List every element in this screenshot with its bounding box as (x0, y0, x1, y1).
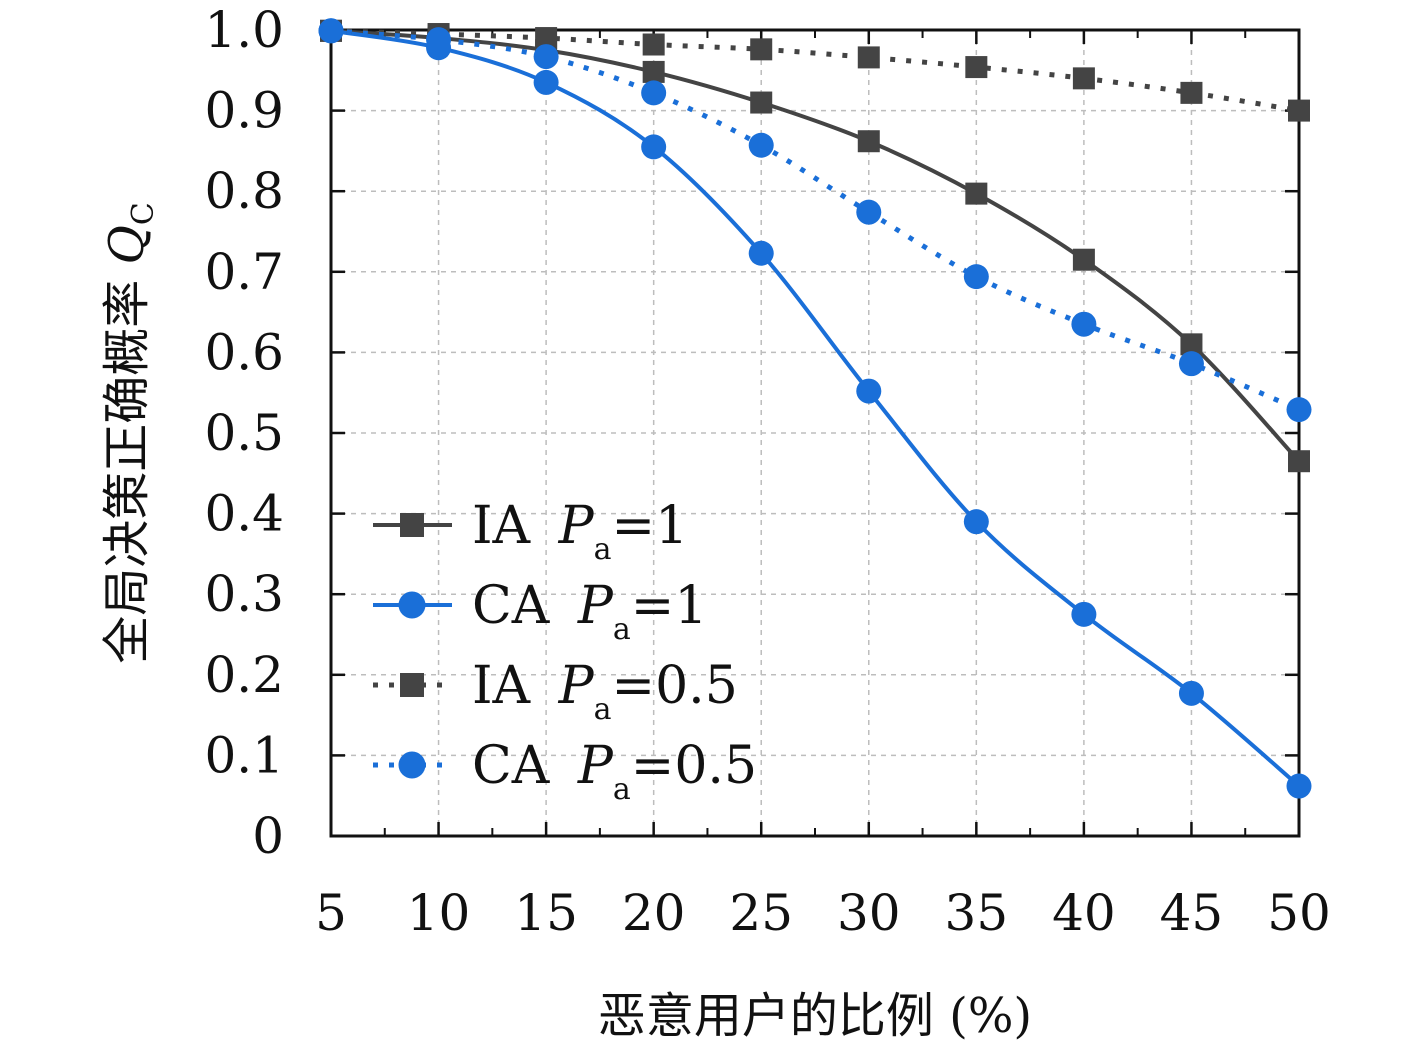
data-point (642, 60, 665, 83)
legend-item-3: IA Pa=0.5 (373, 656, 738, 727)
x-tick-label: 10 (407, 884, 471, 942)
y-tick-label: 0.1 (204, 726, 284, 784)
legend: IA Pa=1 CA Pa=1 IA Pa=0.5 CA Pa=0.5 (373, 496, 757, 807)
x-tick-label: 20 (622, 884, 686, 942)
data-point (426, 27, 452, 53)
data-point (1286, 773, 1312, 799)
data-point (533, 44, 559, 70)
x-tick-label: 30 (837, 884, 901, 942)
y-tick-label: 0 (252, 807, 284, 865)
data-point (641, 80, 667, 106)
data-point (748, 240, 774, 266)
grid (331, 30, 1299, 836)
data-point (963, 264, 989, 290)
legend-label: IA Pa=1 (472, 496, 688, 567)
data-point (1180, 81, 1203, 104)
data-point (1071, 311, 1097, 337)
y-axis-title-subscript: C (126, 202, 161, 225)
data-point (1072, 67, 1095, 90)
series-line (330, 28, 1301, 463)
y-tick-label: 0.6 (204, 323, 284, 381)
legend-item-1: IA Pa=1 (373, 496, 688, 567)
data-point (965, 182, 988, 205)
y-tick-label: 0.2 (204, 646, 284, 704)
x-tick-label: 50 (1267, 884, 1331, 942)
y-axis-title: 全局决策正确概率 QC (99, 202, 161, 664)
x-axis-title: 恶意用户的比例 (%) (598, 988, 1032, 1044)
data-point (965, 56, 988, 79)
series-line (330, 28, 1300, 114)
legend-item-2: CA Pa=1 (373, 576, 707, 647)
data-point (641, 134, 667, 160)
legend-swatch-marker (400, 673, 424, 697)
legend-label: CA Pa=0.5 (472, 736, 757, 807)
y-tick-label: 0.5 (204, 404, 284, 462)
data-point (535, 27, 558, 50)
y-tick-labels: 0 0.1 0.2 0.3 0.4 0.5 0.6 0.7 0.8 0.9 1.0 (204, 1, 284, 865)
data-point (856, 199, 882, 225)
svg-text:全局决策正确概率 QC: 全局决策正确概率 QC (99, 202, 161, 664)
legend-swatch-marker (398, 591, 426, 619)
series-line (330, 28, 1301, 788)
data-point (856, 378, 882, 404)
data-point (750, 38, 773, 61)
data-point (1288, 99, 1310, 122)
y-tick-label: 1.0 (204, 1, 284, 59)
data-point (857, 130, 880, 153)
data-point (1180, 333, 1203, 356)
data-point (642, 33, 665, 56)
series-4 (318, 18, 1312, 423)
data-point (1286, 397, 1312, 423)
y-axis-title-symbol: Q (99, 225, 155, 264)
x-tick-label: 15 (514, 884, 578, 942)
data-point (1071, 601, 1097, 627)
x-tick-label: 5 (315, 884, 347, 942)
x-tick-label: 35 (945, 884, 1009, 942)
legend-label: CA Pa=1 (472, 576, 707, 647)
x-tick-label: 40 (1052, 884, 1116, 942)
data-point (750, 91, 773, 114)
y-tick-label: 0.9 (204, 82, 284, 140)
legend-swatch-marker (398, 751, 426, 779)
data-point (533, 69, 559, 95)
y-tick-label: 0.3 (204, 565, 284, 623)
y-tick-label: 0.7 (204, 243, 284, 301)
x-tick-label: 25 (729, 884, 793, 942)
legend-label: IA Pa=0.5 (472, 656, 738, 727)
x-tick-label: 45 (1160, 884, 1224, 942)
series-layer (318, 18, 1312, 799)
data-point (963, 509, 989, 535)
legend-item-4: CA Pa=0.5 (373, 736, 757, 807)
y-tick-label: 0.4 (204, 485, 284, 543)
plot-frame (329, 28, 1301, 838)
x-tick-labels: 5 10 15 20 25 30 35 40 45 50 (315, 884, 1331, 942)
data-point (1178, 351, 1204, 377)
data-point (1072, 248, 1095, 271)
data-point (1288, 450, 1310, 473)
y-tick-label: 0.8 (204, 162, 284, 220)
data-point (748, 132, 774, 158)
y-axis-title-text: 全局决策正确概率 (99, 265, 155, 664)
data-point (318, 18, 344, 44)
data-point (857, 46, 880, 69)
data-point (1178, 680, 1204, 706)
series-2 (318, 18, 1312, 799)
legend-swatch-marker (400, 513, 424, 537)
